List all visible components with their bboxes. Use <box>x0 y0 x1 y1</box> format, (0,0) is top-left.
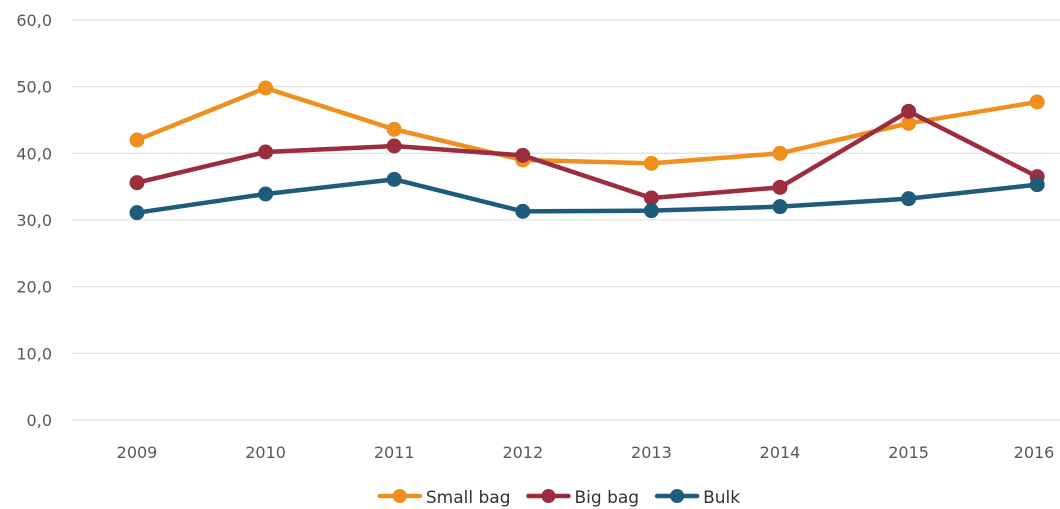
data-point <box>515 147 531 163</box>
data-point <box>643 155 659 171</box>
data-point <box>901 191 917 207</box>
data-point <box>258 80 274 96</box>
legend-swatch-marker <box>392 489 407 503</box>
data-point <box>643 203 659 219</box>
series-lines <box>129 80 1045 221</box>
legend-label: Big bag <box>575 488 640 508</box>
legend-label: Bulk <box>703 488 740 508</box>
grid-lines <box>72 19 1060 421</box>
data-point <box>901 103 917 119</box>
data-point <box>772 145 788 161</box>
series-line <box>134 85 1040 166</box>
data-point <box>643 190 659 206</box>
legend-item: Bulk <box>654 488 740 508</box>
y-tick-label: 50,0 <box>16 78 52 97</box>
x-tick-label: 2012 <box>502 443 543 462</box>
legend-swatch-marker <box>541 489 556 503</box>
series-bulk <box>129 171 1045 221</box>
data-point <box>386 138 402 154</box>
series-big-bag <box>129 103 1045 206</box>
series-line <box>134 177 1040 215</box>
data-point <box>901 115 917 131</box>
series-line <box>134 109 1040 201</box>
data-point <box>1029 177 1045 193</box>
legend-item: Big bag <box>526 488 640 508</box>
y-tick-label: 10,0 <box>16 344 52 363</box>
x-tick-label: 2015 <box>888 443 929 462</box>
legend-label: Small bag <box>426 488 511 508</box>
data-point <box>129 132 145 148</box>
y-tick-label: 20,0 <box>16 278 52 297</box>
data-point <box>1029 94 1045 110</box>
data-point <box>772 199 788 215</box>
data-point <box>258 186 274 202</box>
x-tick-label: 2010 <box>245 443 286 462</box>
y-tick-label: 60,0 <box>16 11 52 30</box>
y-tick-label: 40,0 <box>16 144 52 163</box>
data-point <box>129 175 145 191</box>
data-point <box>258 144 274 160</box>
data-point <box>772 179 788 195</box>
y-tick-label: 0,0 <box>27 411 52 430</box>
x-tick-label: 2009 <box>117 443 158 462</box>
x-axis-tick-labels: 2009 2010 2011 2012 2013 2014 2015 2016 <box>117 443 1055 462</box>
x-tick-label: 2016 <box>1014 443 1055 462</box>
y-tick-label: 30,0 <box>16 211 52 230</box>
legend-swatch-marker <box>670 489 685 503</box>
legend: Small bag Big bag Bulk <box>377 488 740 508</box>
y-axis-tick-labels: 0,0 10,0 20,0 30,0 40,0 50,0 60,0 <box>16 11 52 430</box>
data-point <box>515 203 531 219</box>
x-tick-label: 2013 <box>631 443 672 462</box>
data-point <box>386 171 402 187</box>
x-tick-label: 2011 <box>374 443 415 462</box>
data-point <box>129 205 145 221</box>
legend-item: Small bag <box>377 488 511 508</box>
x-tick-label: 2014 <box>760 443 801 462</box>
data-point <box>386 121 402 137</box>
